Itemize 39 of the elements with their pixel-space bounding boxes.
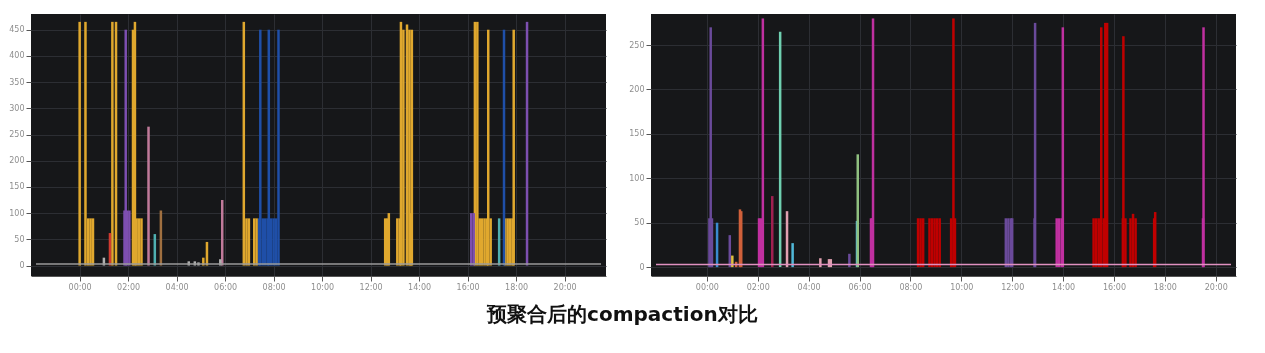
x-tick-label: 06:00 <box>848 282 872 292</box>
x-tick-label: 04:00 <box>165 282 189 292</box>
y-tick-label: 50 <box>634 218 645 228</box>
x-tick-label: 04:00 <box>797 282 821 292</box>
y-tick-label: 350 <box>9 77 25 87</box>
y-tick-label: 400 <box>9 51 25 61</box>
x-tick-label: 20:00 <box>1204 282 1228 292</box>
x-tick-label: 18:00 <box>1153 282 1177 292</box>
y-tick-label: 200 <box>629 84 645 94</box>
y-tick-label: 300 <box>9 103 25 113</box>
x-tick-label: 14:00 <box>408 282 432 292</box>
x-tick-label: 08:00 <box>262 282 286 292</box>
y-tick-label: 100 <box>9 208 25 218</box>
text: 预聚合后的compaction对比 <box>486 302 758 326</box>
x-tick-label: 06:00 <box>214 282 238 292</box>
x-tick-label: 00:00 <box>68 282 92 292</box>
y-tick-label: 450 <box>9 25 25 35</box>
x-tick-label: 12:00 <box>359 282 383 292</box>
y-tick-label: 50 <box>14 234 25 244</box>
y-tick-label: 200 <box>9 156 25 166</box>
x-tick-label: 02:00 <box>746 282 770 292</box>
y-tick-label: 250 <box>629 40 645 50</box>
x-tick-label: 18:00 <box>505 282 529 292</box>
x-tick-label: 16:00 <box>1102 282 1126 292</box>
x-tick-label: 20:00 <box>553 282 577 292</box>
y-tick-label: 150 <box>629 129 645 139</box>
y-tick-label: 0 <box>639 262 645 272</box>
y-tick-label: 100 <box>629 173 645 183</box>
x-tick-label: 02:00 <box>117 282 141 292</box>
x-tick-label: 00:00 <box>695 282 719 292</box>
x-tick-label: 08:00 <box>899 282 923 292</box>
y-tick-label: 150 <box>9 182 25 192</box>
y-tick-label: 0 <box>19 261 25 271</box>
x-tick-label: 10:00 <box>311 282 335 292</box>
y-tick-label: 250 <box>9 130 25 140</box>
x-tick-label: 10:00 <box>950 282 974 292</box>
x-tick-label: 16:00 <box>456 282 480 292</box>
x-tick-label: 14:00 <box>1052 282 1076 292</box>
x-tick-label: 12:00 <box>1001 282 1025 292</box>
